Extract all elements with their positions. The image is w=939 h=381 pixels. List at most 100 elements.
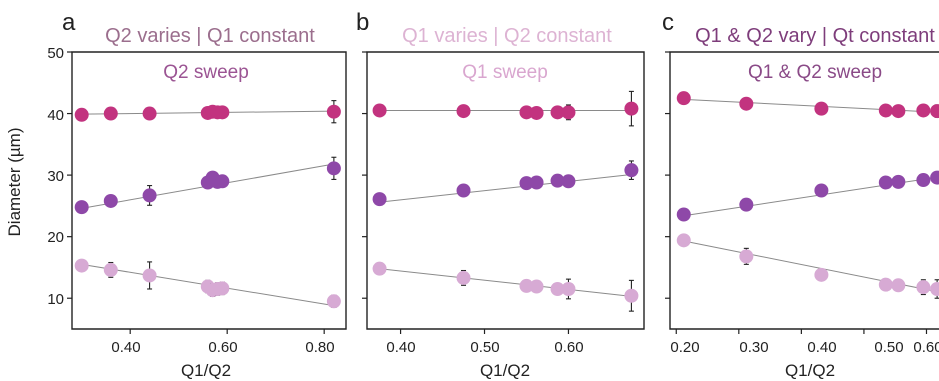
y-tick-label: 20 xyxy=(47,229,64,246)
data-point xyxy=(103,193,118,208)
series-2 xyxy=(372,160,639,207)
data-point xyxy=(372,261,387,276)
panel-a-title: Q2 varies | Q1 constant xyxy=(105,25,315,47)
data-point xyxy=(529,105,544,120)
data-point xyxy=(142,106,157,121)
x-tick-label: 0.80 xyxy=(305,339,334,356)
x-tick-label: 0.40 xyxy=(111,339,140,356)
data-point xyxy=(891,174,906,189)
data-point xyxy=(456,270,471,285)
data-point xyxy=(916,173,931,188)
data-point xyxy=(739,96,754,111)
data-point xyxy=(930,104,939,119)
panel-a: a Q2 varies | Q1 constant Q2 sweep Q1/Q2… xyxy=(47,9,347,380)
series-2 xyxy=(676,170,939,222)
data-point xyxy=(878,277,893,292)
y-tick-label: 50 xyxy=(47,45,64,62)
panel-b-title: Q1 varies | Q2 constant xyxy=(402,25,612,47)
data-point xyxy=(519,278,534,293)
data-point xyxy=(878,175,893,190)
data-point xyxy=(550,105,565,120)
data-point xyxy=(103,262,118,277)
panel-c-x-axis-label: Q1/Q2 xyxy=(785,361,835,380)
panel-c-letter: c xyxy=(662,9,674,36)
panel-c-x-tick-labels: 0.20 0.30 0.40 0.50 0.60 xyxy=(670,339,939,356)
data-point xyxy=(930,281,939,296)
panel-c-clipped-area xyxy=(676,91,939,299)
panel-c-plot xyxy=(665,51,939,334)
data-point xyxy=(74,107,89,122)
data-point xyxy=(519,105,534,120)
panel-b: b Q1 varies | Q2 constant Q1 sweep Q1/Q2… xyxy=(356,9,645,380)
data-point xyxy=(878,103,893,118)
x-tick-label: 0.60 xyxy=(554,339,583,356)
data-point xyxy=(142,188,157,203)
panel-c-axes-frame xyxy=(669,51,939,330)
panel-b-axes-frame xyxy=(366,51,645,330)
data-point xyxy=(326,161,341,176)
data-point xyxy=(561,174,576,189)
x-tick-label: 0.40 xyxy=(807,339,836,356)
series-3 xyxy=(74,258,341,309)
y-tick-label: 10 xyxy=(47,291,64,308)
panel-a-x-axis-label: Q1/Q2 xyxy=(181,361,231,380)
data-point xyxy=(372,192,387,207)
data-point xyxy=(103,106,118,121)
x-tick-label: 0.30 xyxy=(739,339,768,356)
data-point xyxy=(74,258,89,273)
series-1 xyxy=(676,91,939,119)
panel-a-sweep-label: Q2 sweep xyxy=(163,62,249,83)
data-point xyxy=(624,163,639,178)
x-tick-label: 0.60 xyxy=(913,339,939,356)
data-point xyxy=(74,200,89,215)
data-point xyxy=(891,104,906,119)
data-point xyxy=(814,101,829,116)
data-point xyxy=(739,249,754,264)
panel-b-x-axis-label: Q1/Q2 xyxy=(480,361,530,380)
series-1 xyxy=(372,90,639,127)
data-point xyxy=(529,279,544,294)
series-1 xyxy=(74,100,341,124)
data-point xyxy=(215,281,230,296)
data-point xyxy=(624,101,639,116)
data-point xyxy=(550,281,565,296)
x-tick-label: 0.60 xyxy=(208,339,237,356)
data-point xyxy=(561,105,576,120)
x-tick-label: 0.50 xyxy=(874,339,903,356)
series-3 xyxy=(676,233,939,299)
data-point xyxy=(215,105,230,120)
data-point xyxy=(814,183,829,198)
panel-b-plot xyxy=(362,51,645,334)
data-point xyxy=(215,174,230,189)
data-point xyxy=(561,281,576,296)
data-point xyxy=(739,197,754,212)
fit-line xyxy=(379,268,632,297)
series-3 xyxy=(372,261,639,312)
panel-b-sweep-label: Q1 sweep xyxy=(462,62,548,83)
data-point xyxy=(519,176,534,191)
series-2 xyxy=(74,156,341,215)
data-point xyxy=(326,294,341,309)
data-point xyxy=(456,183,471,198)
data-point xyxy=(550,173,565,188)
x-tick-label: 0.40 xyxy=(386,339,415,356)
panel-c-sweep-label: Q1 & Q2 sweep xyxy=(748,62,882,83)
data-point xyxy=(529,175,544,190)
panel-a-x-tick-labels: 0.40 0.60 0.80 xyxy=(111,339,334,356)
data-point xyxy=(372,103,387,118)
data-point xyxy=(916,280,931,295)
x-tick-label: 0.20 xyxy=(670,339,699,356)
panel-a-y-tick-labels: 10 20 30 40 50 xyxy=(47,45,64,308)
data-point xyxy=(676,207,691,222)
data-point xyxy=(814,267,829,282)
fit-line xyxy=(379,173,632,203)
data-point xyxy=(916,103,931,118)
data-point xyxy=(456,104,471,119)
data-point xyxy=(624,288,639,303)
data-point xyxy=(930,170,939,185)
x-tick-label: 0.50 xyxy=(470,339,499,356)
data-point xyxy=(676,233,691,248)
panel-c: c Q1 & Q2 vary | Qt constant Q1 & Q2 swe… xyxy=(662,9,939,380)
data-point xyxy=(326,104,341,119)
